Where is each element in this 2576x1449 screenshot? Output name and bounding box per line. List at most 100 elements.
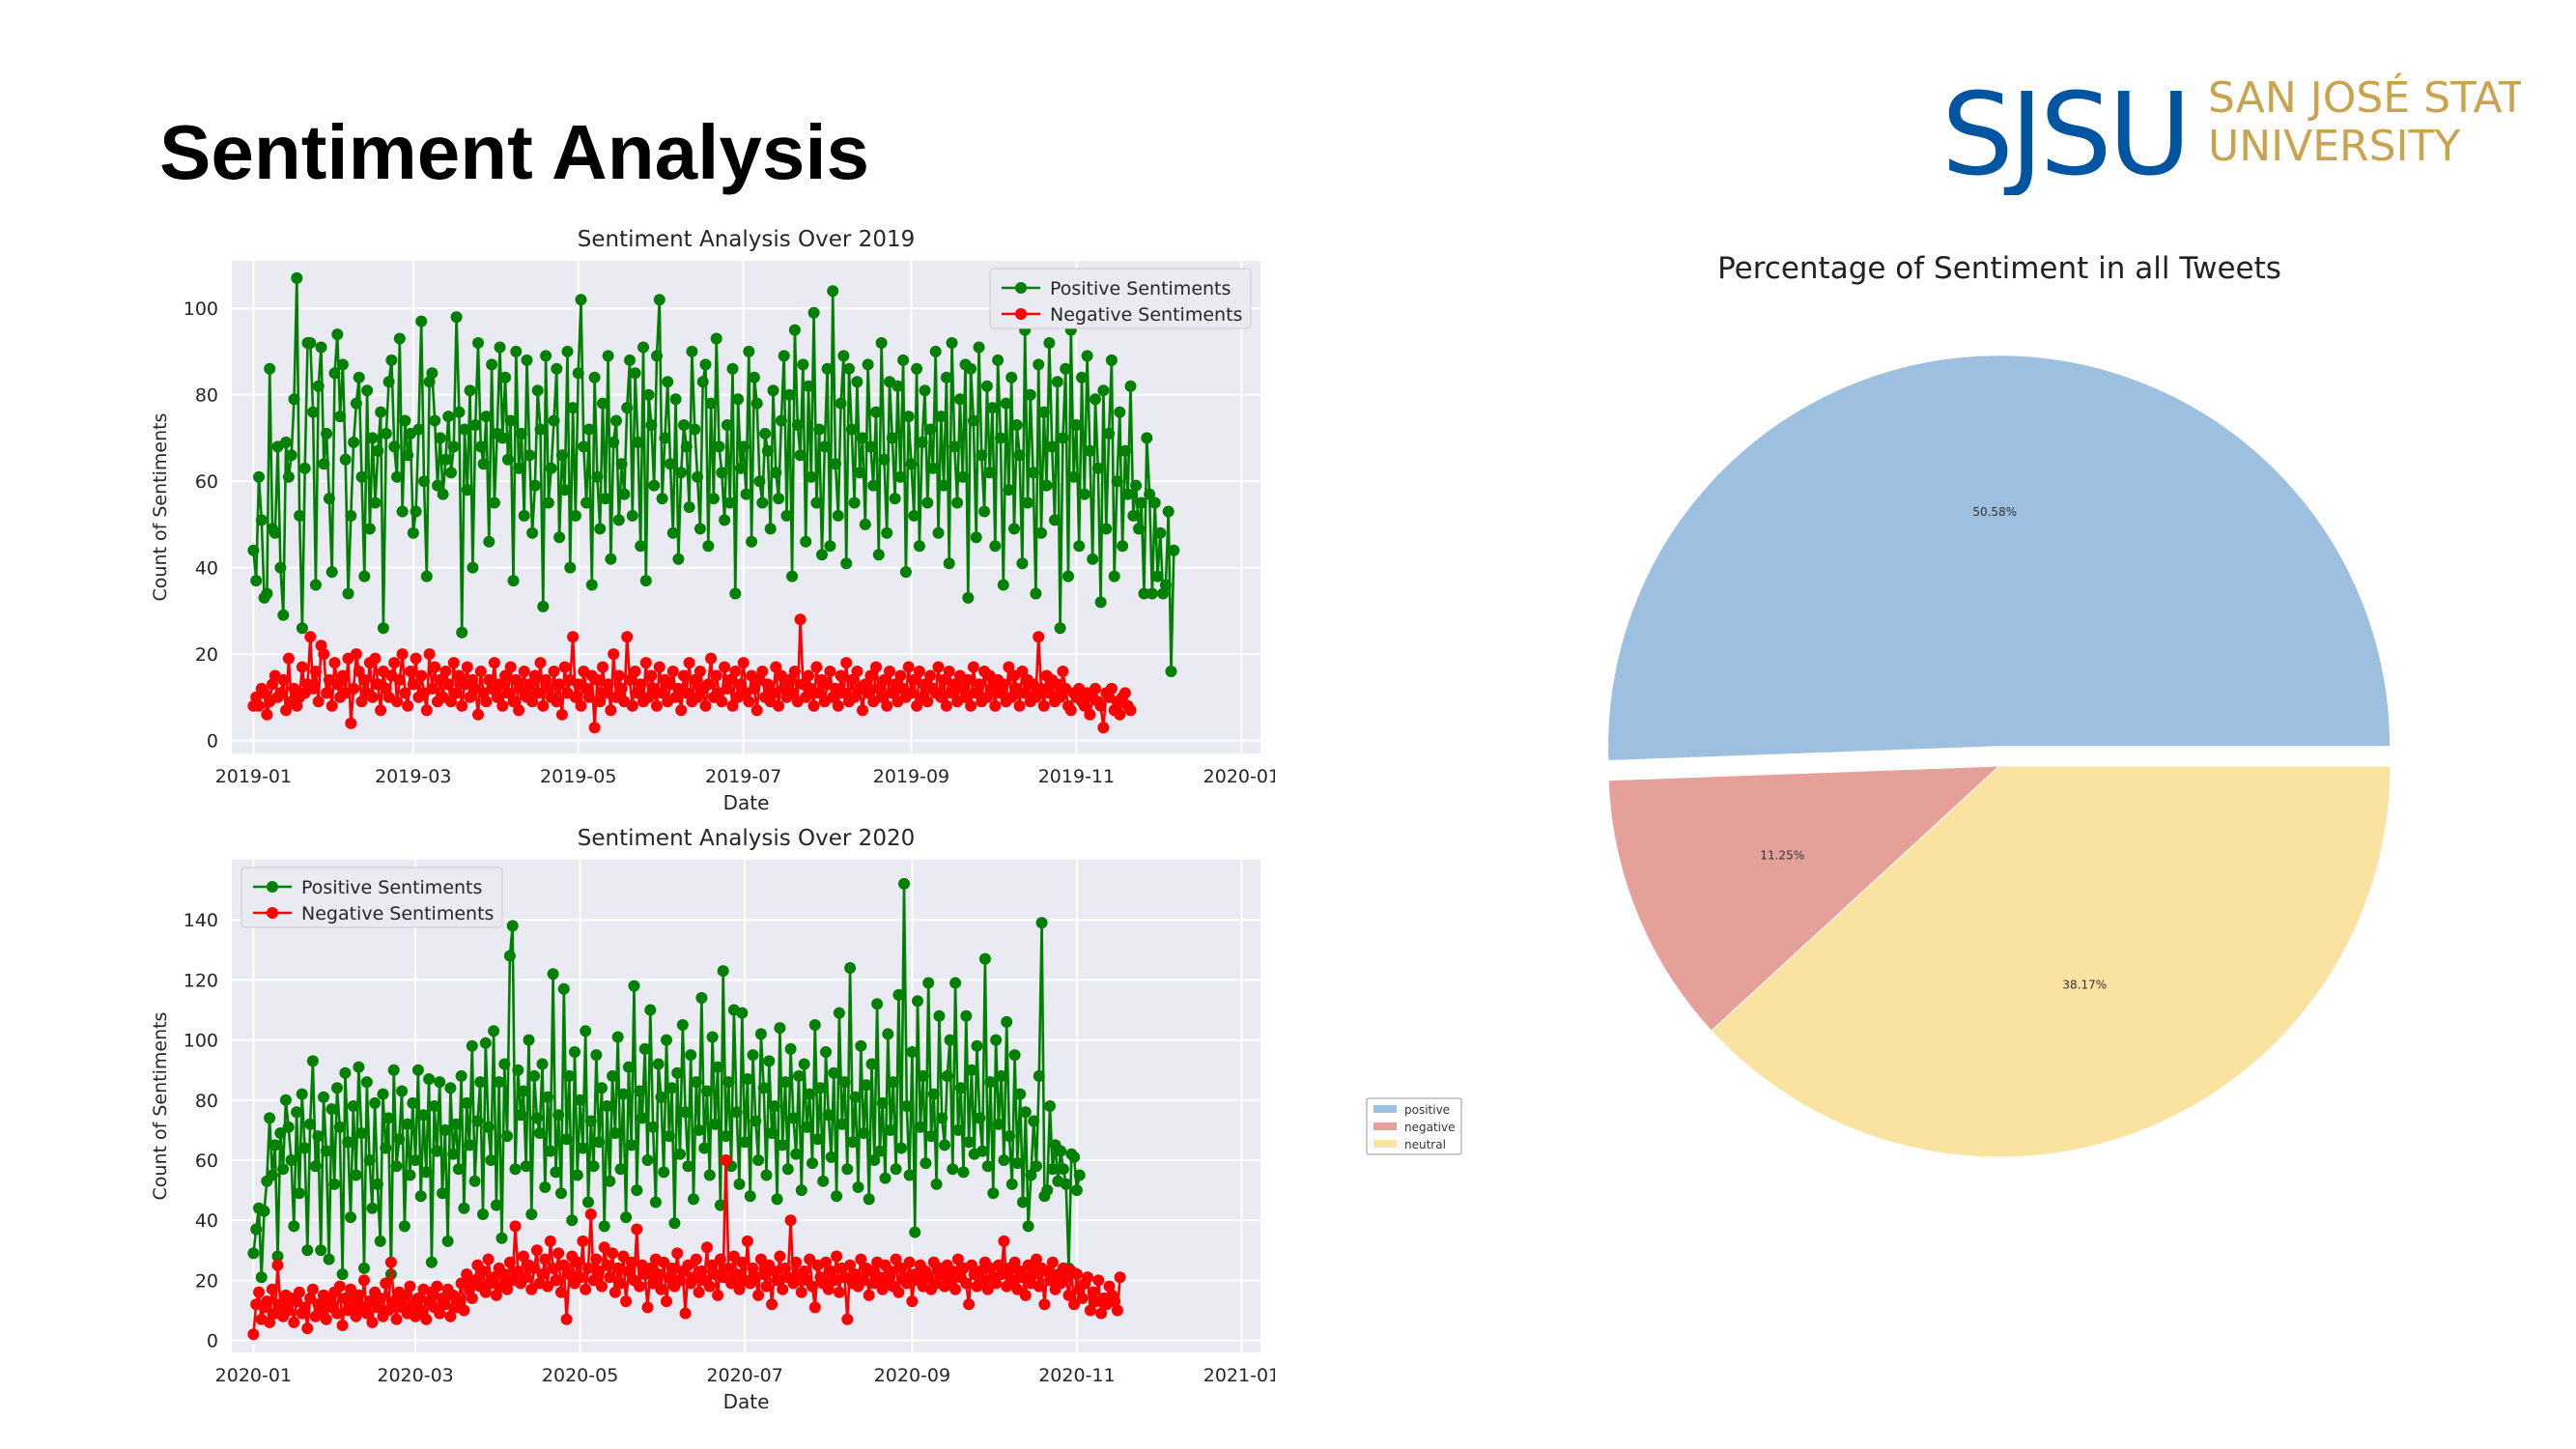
data-point [544,1145,556,1157]
data-point [868,1154,881,1166]
data-point [786,687,799,699]
data-point [941,1069,953,1082]
data-point [353,1289,365,1301]
data-point [710,669,722,682]
data-point [582,691,595,703]
data-point [304,337,317,349]
data-point [720,1130,732,1143]
data-point [943,666,955,677]
data-point [714,1199,726,1211]
data-point [626,699,638,712]
data-point [591,470,604,483]
data-point [512,1064,524,1076]
data-point [872,549,885,561]
data-point [415,669,428,682]
data-point [722,1262,735,1274]
data-point [1141,432,1153,444]
data-point [598,1241,610,1254]
data-point [978,952,991,965]
y-tick-label: 60 [195,471,218,493]
data-point [886,432,898,444]
data-point [598,1220,610,1233]
data-point [963,1298,976,1311]
data-point [1014,1088,1027,1100]
data-point [255,1271,268,1284]
data-point [936,1268,948,1281]
data-point [863,1289,875,1301]
data-point [282,1121,295,1133]
data-point [864,669,877,682]
data-point [582,423,595,436]
data-point [835,669,847,682]
data-point [756,497,769,509]
data-point [566,1214,579,1227]
data-point [926,462,939,474]
data-point [561,345,574,357]
data-point [668,1217,681,1230]
data-point [371,1178,383,1190]
data-point [477,1265,489,1277]
data-point [770,467,782,479]
data-point [817,1175,830,1187]
data-point [756,666,769,677]
data-point [714,1253,726,1265]
data-point [690,1253,702,1265]
data-point [903,1256,916,1268]
data-point [674,1274,686,1287]
data-point [678,669,690,682]
data-point [277,1163,290,1176]
data-point [1046,1163,1059,1176]
data-point [1114,708,1126,721]
data-point [1046,440,1059,453]
data-point [675,704,688,717]
data-point [374,1235,386,1247]
data-point [1105,354,1118,366]
data-point [288,1316,300,1328]
data-point [858,1274,870,1287]
data-point [1073,1169,1086,1181]
data-point [894,470,907,483]
data-point [685,1049,697,1062]
data-point [701,1241,713,1254]
data-point [1124,380,1137,392]
data-point [694,666,706,677]
x-tick-label: 2020-09 [874,1365,950,1386]
data-point [467,561,479,574]
data-point [932,661,945,673]
data-point [680,687,693,699]
data-point [963,1136,976,1149]
data-point [1028,1268,1040,1281]
data-point [331,1082,343,1094]
data-point [635,678,647,691]
data-point [1019,687,1032,699]
data-point [601,1259,613,1271]
data-point [328,657,341,669]
data-point [494,341,506,354]
data-point [653,294,665,306]
data-point [279,1094,292,1106]
data-point [702,678,715,691]
data-point [548,414,560,427]
data-point [534,657,547,669]
data-point [382,1112,395,1124]
data-point [773,699,785,712]
data-point [832,509,844,522]
data-point [1024,388,1036,401]
data-point [624,673,636,686]
data-point [1043,337,1056,349]
data-point [360,1307,373,1320]
data-point [750,704,763,717]
y-tick-label: 140 [184,910,218,931]
data-point [571,1256,583,1268]
data-point [1097,722,1110,734]
data-point [864,440,877,453]
legend-box [989,268,1252,329]
data-point [965,362,977,375]
data-point [642,388,655,401]
data-point [336,669,349,682]
data-point [501,1130,514,1143]
data-point [632,687,644,699]
data-point [974,1265,986,1277]
data-point [345,1283,356,1295]
data-point [1010,419,1023,431]
